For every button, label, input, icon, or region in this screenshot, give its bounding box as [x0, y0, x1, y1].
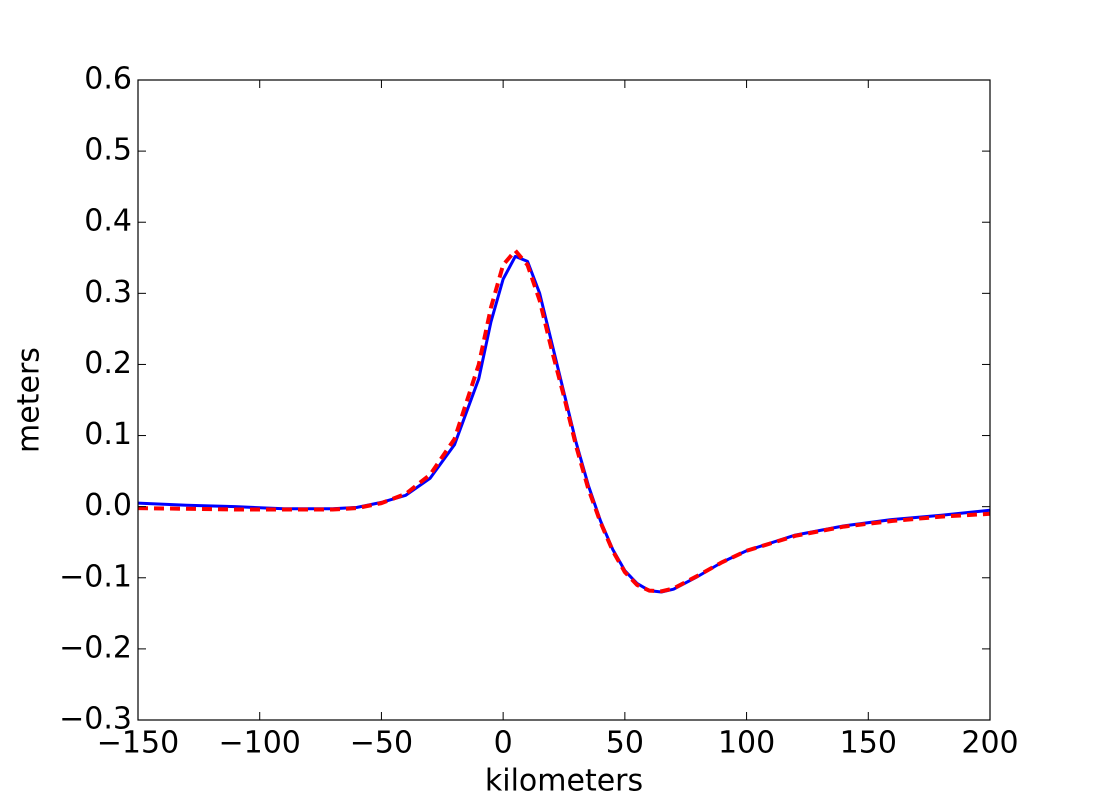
y-tick-label: −0.2	[59, 630, 132, 665]
x-tick-label: 200	[961, 726, 1018, 761]
x-tick-label: 100	[718, 726, 775, 761]
data-line	[137, 248, 991, 594]
y-tick-label: 0.3	[84, 275, 132, 310]
x-tick-label: −150	[97, 726, 179, 761]
y-tick-label: −0.3	[59, 702, 132, 737]
y-tick-label: 0.1	[84, 417, 132, 452]
x-tick-label: −100	[219, 726, 301, 761]
x-tick-label: −50	[350, 726, 413, 761]
x-tick-label: 0	[494, 726, 513, 761]
x-tick-label: 150	[840, 726, 897, 761]
y-tick-label: 0.0	[84, 488, 132, 523]
data-line	[137, 254, 991, 594]
x-axis-label: kilometers	[485, 764, 643, 799]
y-tick-label: 0.5	[84, 133, 132, 168]
y-tick-label: 0.6	[84, 62, 132, 97]
plot-frame	[137, 79, 991, 721]
x-tick-label: 50	[606, 726, 644, 761]
y-tick-label: 0.2	[84, 346, 132, 381]
y-axis-label: meters	[12, 347, 47, 453]
y-tick-label: 0.4	[84, 204, 132, 239]
y-tick-label: −0.1	[59, 559, 132, 594]
